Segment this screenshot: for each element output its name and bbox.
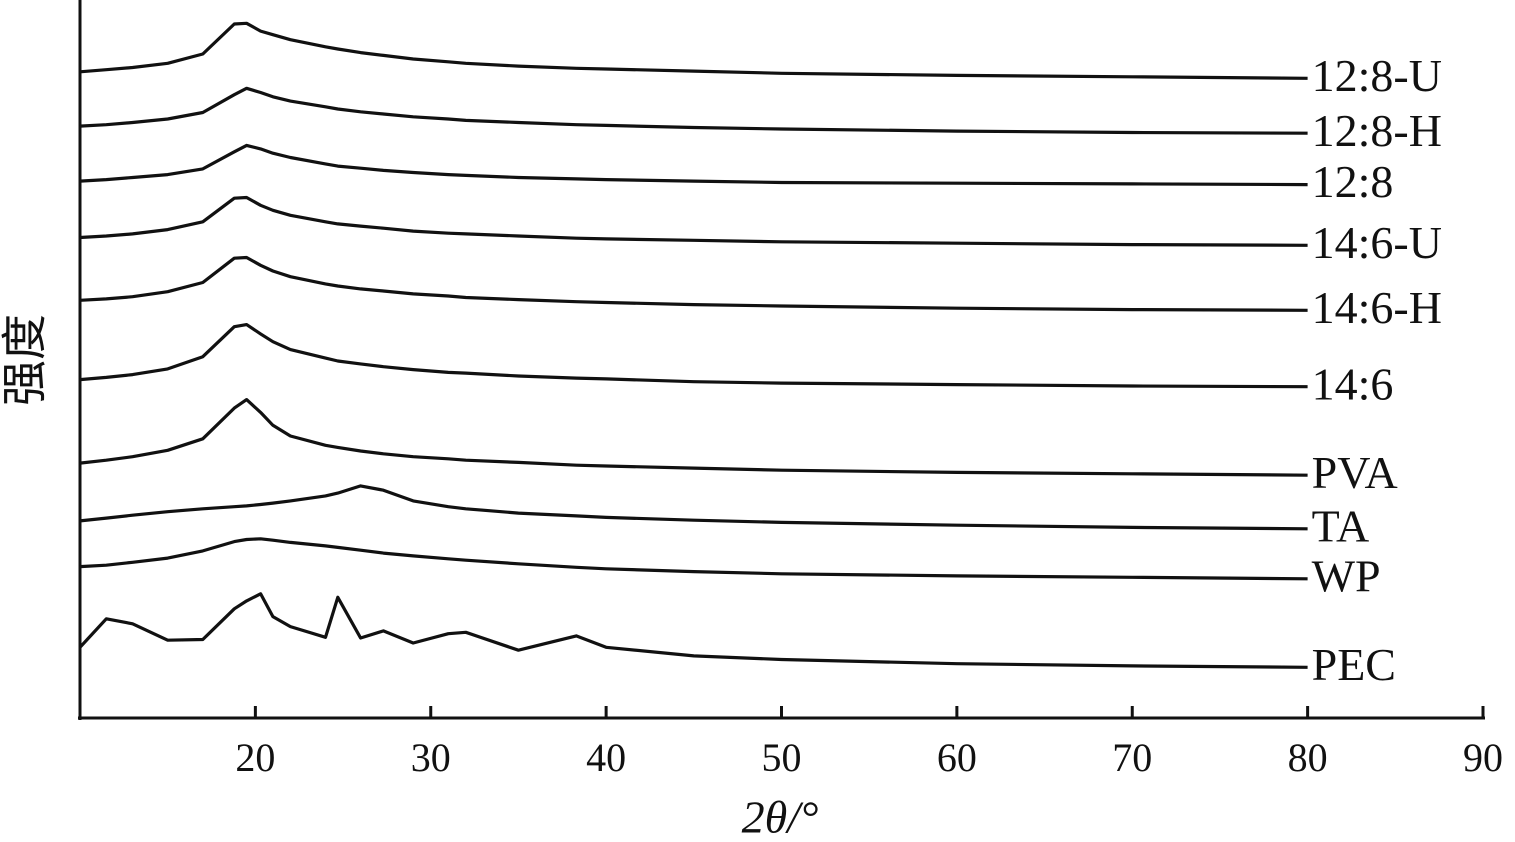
series-label: PEC — [1312, 639, 1396, 690]
series-line — [78, 592, 1308, 669]
x-tick-label: 70 — [1112, 735, 1152, 780]
series-line — [79, 21, 1308, 80]
series-label: TA — [1312, 500, 1370, 551]
series-line — [79, 537, 1308, 581]
series-label: 14:6-H — [1312, 282, 1442, 333]
series-label: 12:8 — [1312, 156, 1394, 207]
x-tick-label: 60 — [937, 735, 977, 780]
series-line — [79, 86, 1308, 135]
y-axis-label: 强度 — [0, 314, 51, 406]
series-line — [79, 255, 1308, 312]
x-axis-label: 2θ/° — [742, 792, 819, 842]
series-line — [79, 484, 1308, 531]
x-tick-label: 90 — [1463, 735, 1503, 780]
series-label: 14:6-U — [1312, 217, 1442, 268]
x-tick-label: 20 — [235, 735, 275, 780]
x-tick-label: 50 — [762, 735, 802, 780]
x-tick-label: 30 — [411, 735, 451, 780]
series-label: WP — [1312, 550, 1381, 601]
series-label: 12:8-H — [1312, 105, 1442, 156]
series-label: 12:8-U — [1312, 50, 1442, 101]
series-label: 14:6 — [1312, 358, 1394, 409]
series-label: PVA — [1312, 447, 1398, 498]
x-tick-label: 40 — [586, 735, 626, 780]
series-line — [79, 195, 1308, 247]
series-line — [79, 323, 1308, 389]
x-tick-label: 80 — [1288, 735, 1328, 780]
series-line — [79, 398, 1308, 477]
series-line — [79, 143, 1308, 187]
